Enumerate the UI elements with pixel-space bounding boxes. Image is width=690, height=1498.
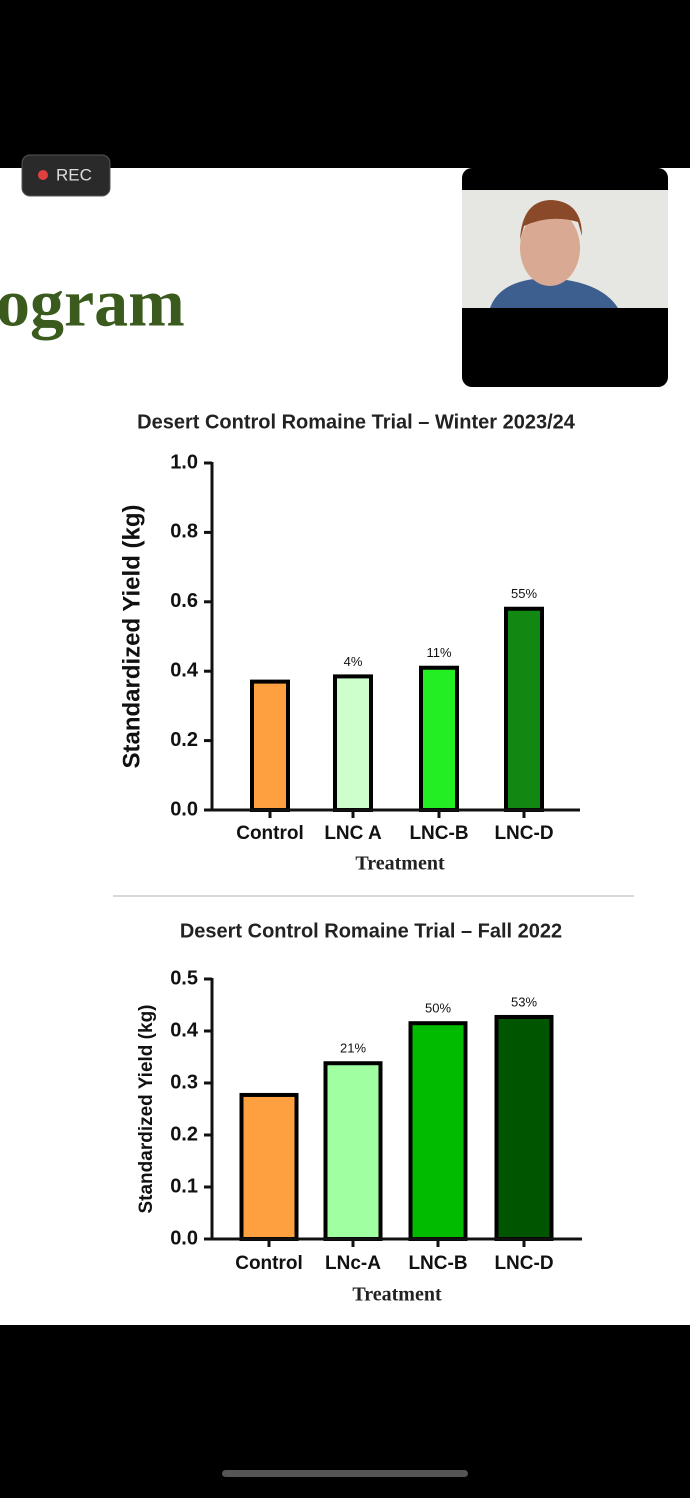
bar [250, 679, 290, 812]
y-tick-label: 0.1 [170, 1175, 198, 1197]
y-tick-label: 0.5 [170, 967, 198, 989]
speaker-body [490, 278, 618, 308]
y-tick-label: 0.4 [170, 659, 199, 681]
data-label: 55% [511, 586, 537, 601]
data-label: 50% [425, 1001, 451, 1016]
x-axis-label: Treatment [355, 853, 445, 875]
chart-title: Desert Control Romaine Trial – Winter 20… [137, 411, 576, 433]
data-label: 53% [511, 994, 537, 1009]
bar [494, 1014, 554, 1242]
y-axis-label: Standardized Yield (kg) [136, 1004, 157, 1213]
y-tick-label: 0.4 [170, 1019, 199, 1041]
y-tick-label: 0.6 [170, 590, 198, 612]
slide-heading: ogram [0, 265, 185, 341]
rec-dot [38, 170, 48, 180]
bar [419, 665, 459, 812]
x-tick-label: Control [235, 1253, 303, 1274]
speaker-hair [520, 200, 582, 240]
x-tick-label: LNc-A [325, 1253, 381, 1274]
x-axis-label: Treatment [352, 1284, 442, 1306]
y-tick-label: 0.2 [170, 729, 198, 751]
bar [333, 674, 373, 813]
bar [239, 1092, 299, 1241]
data-label: 21% [340, 1041, 366, 1056]
y-tick-label: 0.3 [170, 1071, 198, 1093]
y-tick-label: 0.2 [170, 1123, 198, 1145]
video-tile [462, 168, 668, 387]
x-tick-label: LNC-B [409, 823, 468, 844]
data-label: 11% [426, 645, 451, 660]
data-label: 4% [344, 654, 363, 669]
speaker-head [520, 210, 580, 286]
home-indicator[interactable] [222, 1470, 468, 1477]
y-tick-label: 1.0 [170, 451, 198, 473]
x-tick-label: Control [236, 823, 304, 844]
rec-label: REC [56, 165, 92, 184]
y-tick-label: 0.8 [170, 521, 198, 543]
x-tick-label: LNC-B [408, 1253, 467, 1274]
bar [504, 606, 544, 812]
bar [323, 1061, 383, 1241]
x-tick-label: LNC A [324, 823, 382, 844]
y-tick-label: 0.0 [170, 798, 198, 820]
rec-badge-bg [21, 154, 111, 197]
rec-badge[interactable]: REC [21, 154, 111, 197]
x-tick-label: LNC-D [494, 1253, 553, 1274]
x-tick-label: LNC-D [494, 823, 553, 844]
bar [408, 1021, 468, 1242]
chart-title: Desert Control Romaine Trial – Fall 2022 [180, 920, 562, 942]
y-axis-label: Standardized Yield (kg) [118, 504, 145, 768]
y-tick-label: 0.0 [170, 1227, 198, 1249]
